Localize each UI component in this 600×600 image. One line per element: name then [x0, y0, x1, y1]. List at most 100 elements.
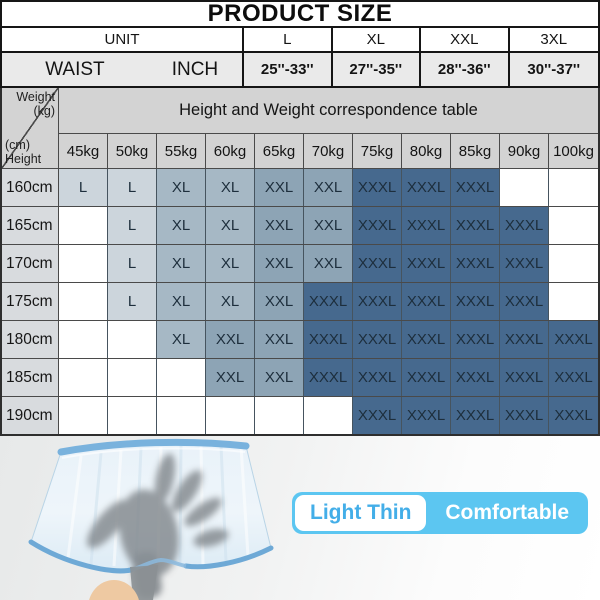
inch-label: INCH — [171, 58, 219, 80]
table-header-right: Height and Weight correspondence table 4… — [59, 88, 598, 168]
corner-weight-label: Weight (kg) — [16, 90, 55, 118]
feature-badge: Light Thin Comfortable — [292, 492, 588, 534]
size-cell-empty — [549, 207, 598, 244]
size-cell: XL — [157, 321, 206, 358]
corner-cell: Weight (kg) (cm) Height — [2, 88, 59, 168]
height-weight-table: Weight (kg) (cm) Height Height and Weigh… — [0, 88, 600, 436]
size-cell-empty — [549, 245, 598, 282]
weight-header: 45kg — [59, 134, 108, 168]
size-cell: XXXL — [500, 321, 549, 358]
size-cell: XL — [206, 169, 255, 206]
waist-range-xxl: 28''-36'' — [421, 53, 510, 86]
waist-range-xl: 27''-35'' — [333, 53, 421, 86]
size-cell: XXXL — [402, 245, 451, 282]
height-label: 185cm — [2, 359, 59, 396]
height-label: 175cm — [2, 283, 59, 320]
size-col-header-l: L — [244, 28, 333, 51]
waist-range-3xl: 30''-37'' — [527, 61, 581, 78]
size-cell: XL — [206, 207, 255, 244]
weight-header: 90kg — [500, 134, 549, 168]
size-cell-empty — [59, 321, 108, 358]
table-row: 165cm L XL XL XXL XXL XXXL XXXL XXXL XXXL — [2, 206, 598, 244]
size-col-header-3xl: 3XL — [540, 31, 568, 48]
size-cell: L — [59, 169, 108, 206]
waist-inch-cell: WAIST INCH — [2, 53, 244, 86]
size-cell: L — [108, 283, 157, 320]
height-label: 165cm — [2, 207, 59, 244]
arm — [89, 580, 139, 600]
size-cell: XXXL — [353, 397, 402, 434]
size-cell-empty — [108, 321, 157, 358]
size-cell-empty — [500, 169, 549, 206]
product-showcase: Light Thin Comfortable — [0, 436, 600, 600]
table-row: 175cm L XL XL XXL XXXL XXXL XXXL XXXL XXXL — [2, 282, 598, 320]
size-cell: XXXL — [500, 359, 549, 396]
weight-header: 100kg — [553, 142, 594, 160]
size-cell-empty — [549, 169, 598, 206]
corner-height-label: (cm) Height — [5, 138, 42, 166]
size-cell: XXXL — [304, 283, 353, 320]
table-row: 185cm XXL XXL XXXL XXXL XXXL XXXL XXXL XXXL — [2, 358, 598, 396]
size-cell-empty — [59, 245, 108, 282]
size-cell: XXXL — [402, 207, 451, 244]
size-cell: XXXL — [353, 321, 402, 358]
size-cell-empty — [549, 283, 598, 320]
waist-row: WAIST INCH 25''-33'' 27''-35'' 28''-36''… — [2, 53, 598, 86]
table-row: 170cm L XL XL XXL XXL XXXL XXXL XXXL XXXL — [2, 244, 598, 282]
table-row: 160cm L L XL XL XXL XXL XXXL XXXL XXXL — [2, 168, 598, 206]
size-cell: L — [108, 207, 157, 244]
size-cell: XXXL — [451, 397, 500, 434]
badge-light-thin: Light Thin — [295, 495, 427, 531]
size-cell: XXXL — [353, 207, 402, 244]
size-grid-body: 160cm L L XL XL XXL XXL XXXL XXXL XXXL 165cm L XL XL X… — [2, 168, 598, 434]
weight-header: 85kg — [451, 134, 500, 168]
size-cell-empty — [59, 207, 108, 244]
size-cell: XXXL — [500, 397, 549, 434]
size-cell: XL — [157, 245, 206, 282]
size-cell: XXXL — [402, 397, 451, 434]
size-cell: XXXL — [402, 169, 451, 206]
size-cell: XXL — [255, 169, 304, 206]
unit-row: UNIT L XL XXL 3XL — [2, 28, 598, 53]
size-cell: XXXL — [500, 207, 549, 244]
size-cell: XXXL — [500, 245, 549, 282]
size-cell: XXL — [255, 321, 304, 358]
size-cell-empty — [157, 397, 206, 434]
size-cell: XXL — [206, 359, 255, 396]
size-cell: XXXL — [549, 321, 598, 358]
page-title: PRODUCT SIZE — [2, 0, 598, 28]
underwear-photo — [28, 438, 274, 600]
size-cell: XXXL — [549, 359, 598, 396]
size-cell: XXL — [255, 283, 304, 320]
size-col-header-xxl: XXL — [421, 28, 510, 51]
waist-range-l: 25''-33'' — [244, 53, 333, 86]
size-cell-empty — [206, 397, 255, 434]
size-cell: XXXL — [304, 321, 353, 358]
size-cell: XXL — [255, 207, 304, 244]
size-cell: XXXL — [353, 245, 402, 282]
weight-header: 65kg — [255, 134, 304, 168]
size-cell: XL — [206, 245, 255, 282]
size-cell: XXXL — [402, 283, 451, 320]
size-cell: XXXL — [451, 207, 500, 244]
size-cell: XL — [157, 169, 206, 206]
height-label: 170cm — [2, 245, 59, 282]
table-header-area: Weight (kg) (cm) Height Height and Weigh… — [2, 88, 598, 168]
weight-header: 50kg — [108, 134, 157, 168]
size-cell-empty — [59, 283, 108, 320]
size-cell-empty — [59, 397, 108, 434]
height-label: 190cm — [2, 397, 59, 434]
size-cell: XXL — [255, 359, 304, 396]
wrist — [130, 565, 158, 600]
size-cell-empty — [157, 359, 206, 396]
size-cell: L — [108, 245, 157, 282]
hand-silhouette — [86, 453, 229, 599]
waist-size-table: PRODUCT SIZE UNIT L XL XXL 3XL WAIST INC… — [0, 0, 600, 88]
size-cell: XXXL — [549, 397, 598, 434]
waist-label: WAIST — [45, 58, 105, 80]
size-cell-empty — [108, 359, 157, 396]
height-label: 180cm — [2, 321, 59, 358]
size-cell: XXL — [206, 321, 255, 358]
size-cell: XXXL — [451, 321, 500, 358]
